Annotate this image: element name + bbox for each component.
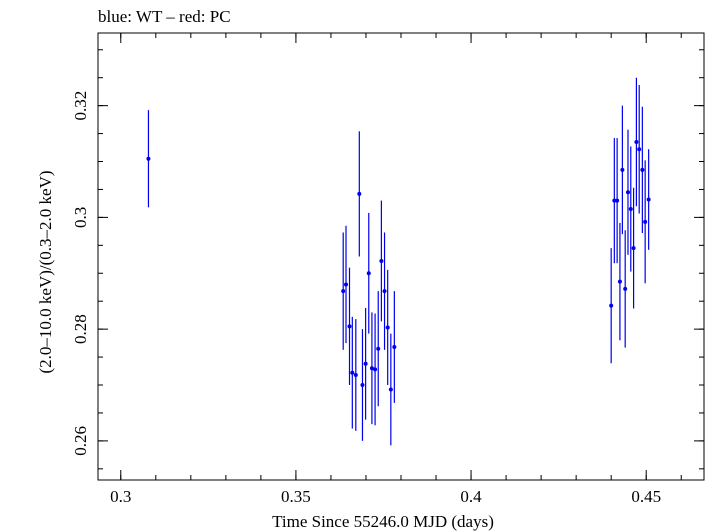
y-tick-label: 0.28 (71, 314, 90, 344)
data-point (385, 325, 390, 330)
x-tick-label: 0.45 (631, 487, 661, 506)
y-axis-ticks: 0.26 0.28 0.3 0.32 (71, 49, 704, 470)
data-point (617, 279, 622, 284)
plot-frame (97, 32, 705, 481)
data-point (612, 198, 617, 203)
data-points (146, 77, 651, 446)
data-point (360, 383, 365, 388)
y-axis-label: (2.0–10.0 keV)/(0.3–2.0 keV) (36, 170, 55, 373)
data-point (623, 286, 628, 291)
data-point (344, 282, 349, 287)
data-point (363, 361, 368, 366)
data-point (615, 198, 620, 203)
data-point (620, 167, 625, 172)
data-point (640, 167, 645, 172)
data-point (146, 156, 151, 161)
data-point (373, 367, 378, 372)
chart-title: blue: WT – red: PC (98, 7, 231, 26)
x-axis-label: Time Since 55246.0 MJD (days) (272, 512, 494, 531)
data-point (388, 387, 393, 392)
data-point (631, 246, 636, 251)
data-point (341, 289, 346, 294)
data-point (643, 219, 648, 224)
y-tick-label: 0.26 (71, 426, 90, 456)
data-point (366, 271, 371, 276)
data-point (392, 345, 397, 350)
y-tick-label: 0.32 (71, 91, 90, 121)
data-point (637, 147, 642, 152)
x-tick-label: 0.35 (281, 487, 311, 506)
data-point (382, 289, 387, 294)
data-point (646, 197, 651, 202)
x-tick-label: 0.4 (460, 487, 482, 506)
data-point (353, 372, 358, 377)
x-tick-label: 0.3 (110, 487, 131, 506)
data-point (357, 191, 362, 196)
data-point (628, 207, 633, 212)
data-point (376, 346, 381, 351)
data-point (379, 258, 384, 263)
data-point (347, 324, 352, 329)
y-tick-label: 0.3 (71, 207, 90, 228)
data-point (369, 366, 374, 371)
data-point (350, 370, 355, 375)
data-point (609, 303, 614, 308)
data-point (634, 139, 639, 144)
data-point (625, 190, 630, 195)
x-axis-ticks: 0.3 0.35 0.4 0.45 (110, 33, 682, 506)
